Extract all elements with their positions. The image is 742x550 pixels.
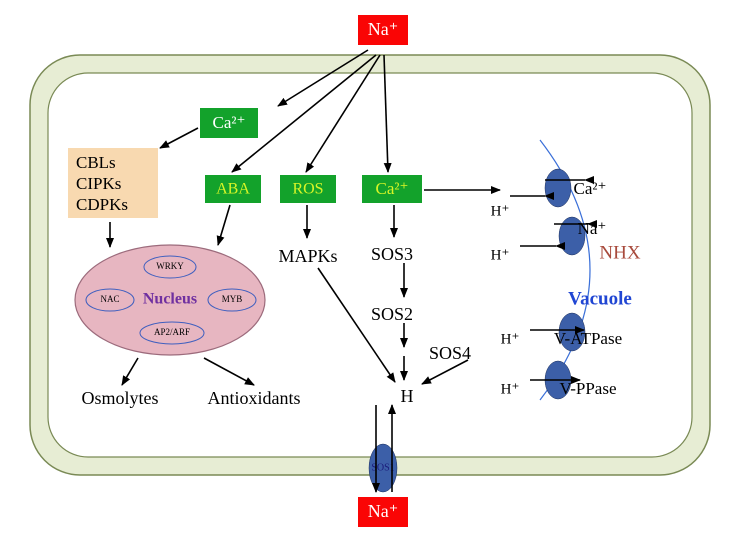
label-vacuole: Vacuole — [568, 288, 632, 309]
label-sos3: SOS3 — [371, 244, 413, 264]
label-mapks: MAPKs — [278, 246, 337, 266]
box-text-na_top: Na⁺ — [368, 19, 399, 39]
box-line-kinases-1: CIPKs — [76, 174, 121, 193]
label-h_center: H — [401, 386, 414, 406]
membrane-protein-0 — [545, 169, 571, 207]
label-vatp: V-ATPase — [554, 329, 622, 348]
label-sos2: SOS2 — [371, 304, 413, 324]
label-h4: H⁺ — [501, 381, 520, 397]
label-na_out: Na⁺ — [578, 219, 607, 238]
label-nhx: NHX — [599, 242, 640, 263]
label-osmolytes: Osmolytes — [81, 388, 158, 408]
nucleus-title: Nucleus — [143, 291, 197, 308]
nucleus-tf-label-2: MYB — [222, 294, 243, 304]
box-text-aba: ABA — [216, 181, 250, 198]
nucleus-tf-label-0: WRKY — [156, 261, 184, 271]
diagram-canvas: SOS1 Na⁺ Na⁺ Ca²⁺ ABA ROS Ca²⁺ CBLs CIPKs CDPKs Nu… — [0, 0, 742, 550]
label-h1: H⁺ — [491, 203, 510, 219]
label-antioxidants: Antioxidants — [208, 388, 301, 408]
box-text-ca_lower: Ca²⁺ — [376, 179, 409, 198]
label-h3: H⁺ — [501, 331, 520, 347]
box-text-ros: ROS — [292, 181, 323, 198]
label-vppase: V-PPase — [560, 379, 617, 398]
nucleus-tf-label-1: NAC — [100, 294, 119, 304]
label-sos4: SOS4 — [429, 343, 471, 363]
label-h2: H⁺ — [491, 247, 510, 263]
box-text-ca_upper: Ca²⁺ — [213, 113, 246, 132]
box-line-kinases-2: CDPKs — [76, 195, 128, 214]
box-text-na_bot: Na⁺ — [368, 501, 399, 521]
nucleus-tf-label-3: AP2/ARF — [154, 327, 190, 337]
sos1-label: SOS1 — [371, 462, 394, 473]
label-ca_out: Ca²⁺ — [574, 179, 607, 198]
box-line-kinases-0: CBLs — [76, 153, 116, 172]
